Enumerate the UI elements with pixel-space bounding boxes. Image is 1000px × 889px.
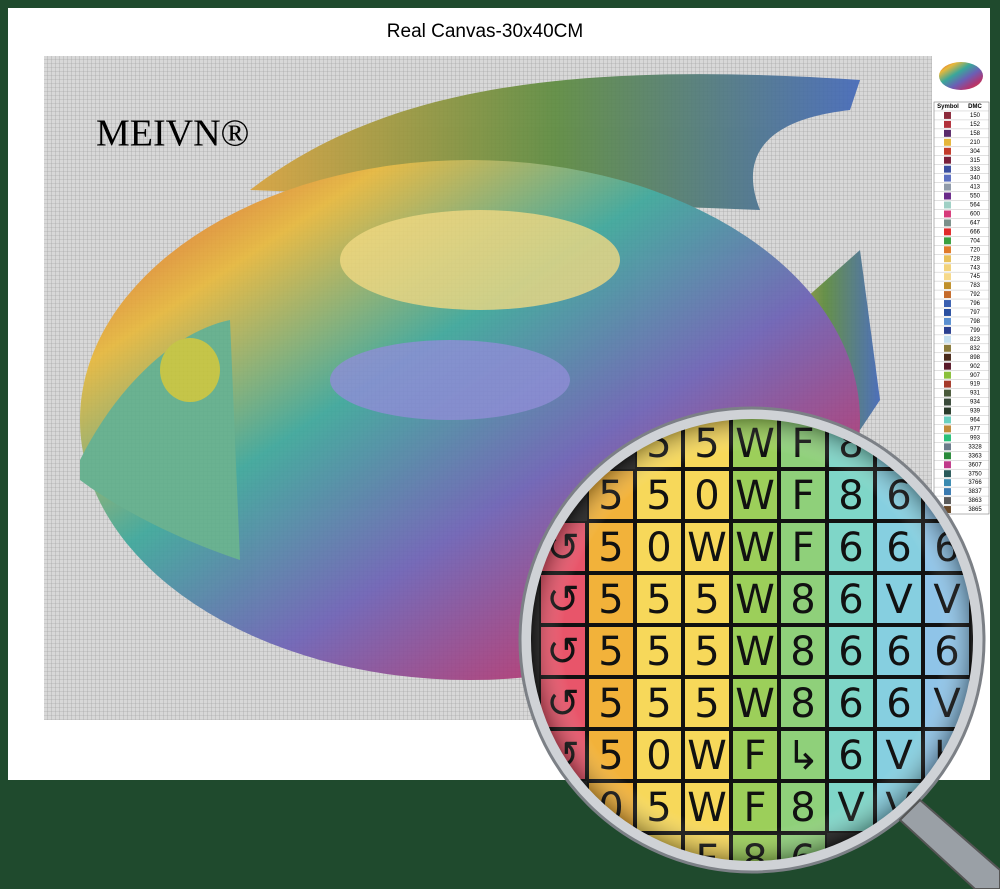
legend-code: 3363 xyxy=(968,453,982,459)
legend-swatch xyxy=(944,317,951,325)
legend-swatch xyxy=(944,210,951,218)
legend-code: 745 xyxy=(970,274,981,280)
legend-swatch xyxy=(944,273,951,281)
legend-swatch xyxy=(944,120,951,128)
legend-swatch xyxy=(944,353,951,361)
legend-code: 832 xyxy=(970,346,981,352)
legend-swatch xyxy=(944,300,951,307)
legend-swatch xyxy=(944,326,951,334)
legend-code: 797 xyxy=(970,310,981,316)
legend-swatch xyxy=(944,488,951,496)
legend-code: 704 xyxy=(970,238,981,244)
legend-swatch xyxy=(944,407,951,415)
legend-code: 3607 xyxy=(968,462,982,468)
legend-code: 720 xyxy=(970,247,981,253)
legend-code: 792 xyxy=(970,292,981,298)
legend-code: 3863 xyxy=(968,498,982,504)
legend-code: 647 xyxy=(970,220,981,226)
legend-code: 743 xyxy=(970,265,981,271)
legend-swatch xyxy=(944,506,951,513)
legend-swatch xyxy=(944,497,951,505)
legend-swatch xyxy=(944,309,951,316)
legend-swatch xyxy=(944,264,951,272)
legend-code: 304 xyxy=(970,149,981,155)
legend-swatch xyxy=(944,380,951,388)
legend-swatch xyxy=(944,147,951,155)
legend-swatch xyxy=(944,219,951,227)
legend-swatch xyxy=(944,461,951,469)
legend-swatch xyxy=(944,335,951,343)
legend-code: 964 xyxy=(970,418,981,424)
legend-swatch xyxy=(944,443,951,451)
legend-code: 158 xyxy=(970,131,981,137)
legend-code: 564 xyxy=(970,203,981,209)
legend-swatch xyxy=(944,371,951,379)
legend-swatch xyxy=(944,192,951,200)
legend-swatch xyxy=(944,228,951,236)
legend-swatch xyxy=(944,174,951,182)
legend-swatch xyxy=(944,344,951,352)
legend-code: 931 xyxy=(970,391,981,397)
legend-code: 550 xyxy=(970,194,981,200)
legend: Symbol DMC 150 152 158 210 304 315 333 340 413 550 5… xyxy=(933,101,990,515)
legend-code: 3865 xyxy=(968,507,982,513)
legend-code: 3837 xyxy=(968,489,982,495)
legend-header: DMC xyxy=(968,104,982,110)
legend-swatch xyxy=(944,129,951,137)
legend-code: 3328 xyxy=(968,444,982,450)
legend-swatch xyxy=(944,398,951,406)
legend-code: 934 xyxy=(970,400,981,406)
legend-code: 799 xyxy=(970,328,981,334)
legend-code: 666 xyxy=(970,229,981,235)
legend-code: 3750 xyxy=(968,471,982,477)
legend-swatch xyxy=(944,362,951,370)
legend-code: 3766 xyxy=(968,480,982,486)
legend-swatch xyxy=(944,291,951,299)
brand: MEIVN® xyxy=(96,113,249,155)
legend-code: 315 xyxy=(970,158,981,164)
legend-swatch xyxy=(944,452,951,460)
legend-code: 993 xyxy=(970,435,981,441)
legend-code: 210 xyxy=(970,140,981,146)
legend-swatch xyxy=(944,416,951,424)
legend-code: 150 xyxy=(970,113,981,119)
title: Real Canvas-30x40CM xyxy=(387,21,583,42)
legend-swatch xyxy=(944,434,951,442)
legend-swatch xyxy=(944,138,951,146)
legend-swatch xyxy=(944,470,951,478)
legend-code: 728 xyxy=(970,256,981,262)
legend-code: 907 xyxy=(970,373,981,379)
legend-code: 340 xyxy=(970,176,981,182)
legend-code: 796 xyxy=(970,301,981,307)
legend-code: 413 xyxy=(970,185,981,191)
legend-swatch xyxy=(944,389,951,397)
legend-swatch xyxy=(944,156,951,164)
legend-code: 783 xyxy=(970,283,981,289)
legend-code: 977 xyxy=(970,426,981,432)
legend-swatch xyxy=(944,255,951,263)
legend-code: 152 xyxy=(970,122,981,128)
legend-code: 939 xyxy=(970,409,981,415)
legend-swatch xyxy=(944,246,951,254)
legend-code: 333 xyxy=(970,167,981,173)
legend-code: 600 xyxy=(970,212,981,218)
legend-swatch xyxy=(944,201,951,209)
legend-swatch xyxy=(944,111,951,119)
legend-code: 902 xyxy=(970,364,981,370)
legend-code: 823 xyxy=(970,337,981,343)
legend-swatch xyxy=(944,183,951,191)
thumbnail xyxy=(939,62,983,90)
legend-code: 919 xyxy=(970,382,981,388)
legend-code: 798 xyxy=(970,319,981,325)
legend-code: 898 xyxy=(970,355,981,361)
legend-swatch xyxy=(944,165,951,173)
legend-swatch xyxy=(944,479,951,487)
legend-header: Symbol xyxy=(937,104,959,110)
legend-swatch xyxy=(944,425,951,433)
legend-swatch xyxy=(944,237,951,245)
legend-swatch xyxy=(944,282,951,290)
